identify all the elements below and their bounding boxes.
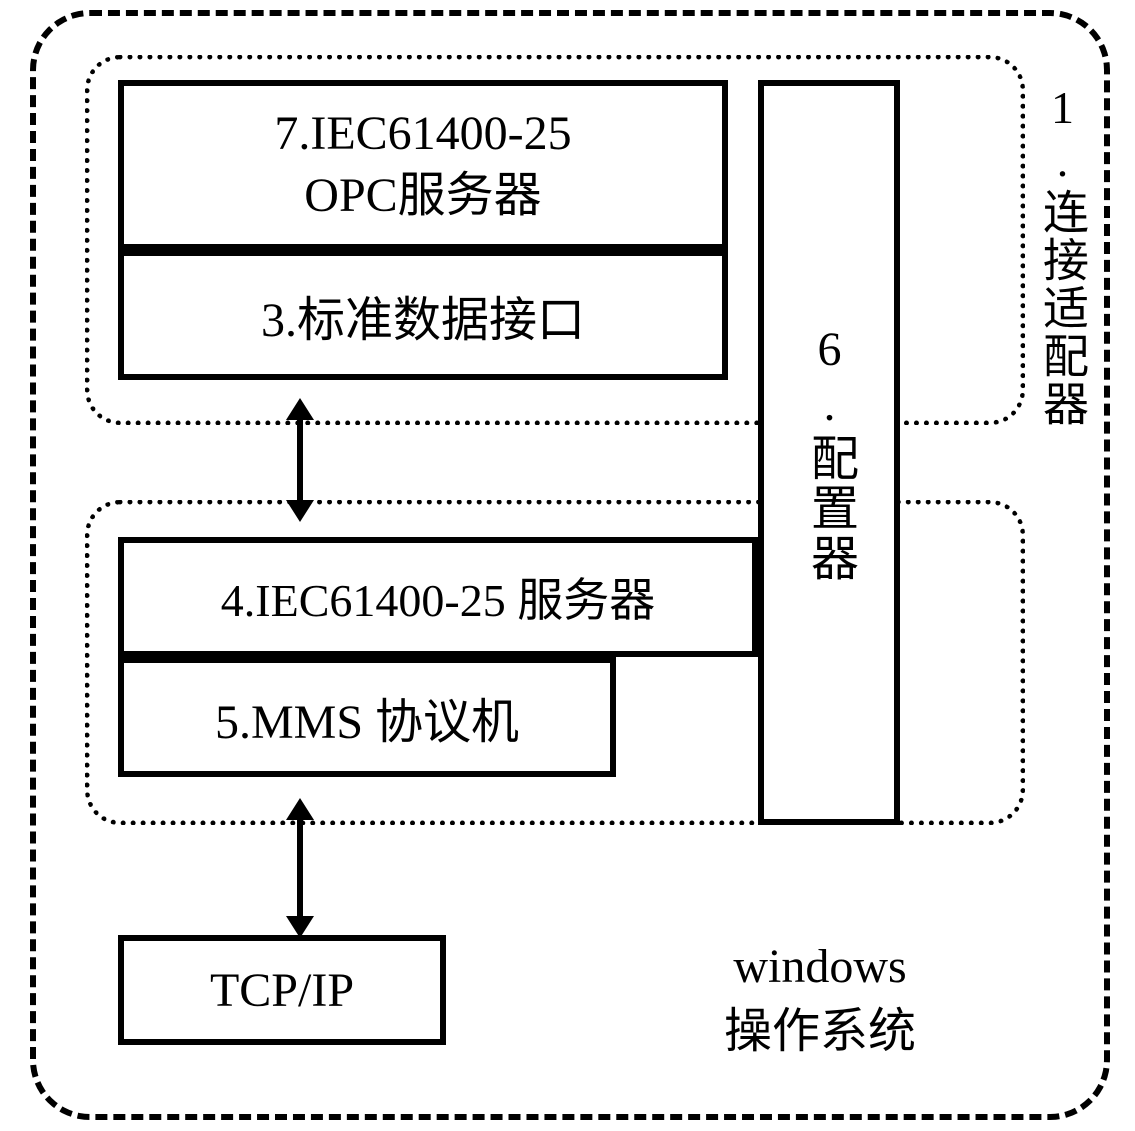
arrow-2-head-down xyxy=(286,916,314,938)
iec-server-text: 4.IEC61400-25 服务器 xyxy=(221,564,655,630)
std-interface-text: 3.标准数据接口 xyxy=(261,280,585,350)
opc-server-box: 7.IEC61400-25 OPC服务器 xyxy=(118,80,728,250)
tcpip-box: TCP/IP xyxy=(118,935,446,1045)
mms-text: 5.MMS 协议机 xyxy=(215,682,519,752)
windows-os-label: windows 操作系统 xyxy=(660,935,980,1065)
opc-server-text: 7.IEC61400-25 OPC服务器 xyxy=(274,103,571,228)
mms-box: 5.MMS 协议机 xyxy=(118,657,616,777)
tcpip-text: TCP/IP xyxy=(210,963,354,1018)
arrow-1-head-up xyxy=(286,398,314,420)
arrow-1-head-down xyxy=(286,500,314,522)
arrow-2-head-up xyxy=(286,798,314,820)
arrow-1-line xyxy=(297,418,303,502)
configurator-text: 6.配置器 xyxy=(794,323,864,583)
iec-server-box: 4.IEC61400-25 服务器 xyxy=(118,537,758,657)
configurator-box: 6.配置器 xyxy=(758,80,900,825)
std-interface-box: 3.标准数据接口 xyxy=(118,250,728,380)
diagram-canvas: 1.连接适配器 7.IEC61400-25 OPC服务器 3.标准数据接口 4.… xyxy=(0,0,1135,1131)
adapter-group-label: 1.连接适配器 xyxy=(1030,55,1095,455)
arrow-2-line xyxy=(297,818,303,918)
